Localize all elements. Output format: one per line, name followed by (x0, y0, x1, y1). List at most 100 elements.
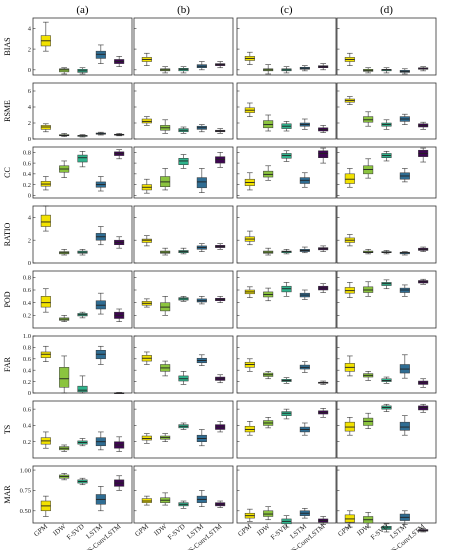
box-idw (160, 66, 171, 74)
y-tick-label: 4 (28, 26, 32, 33)
panel-frame (236, 82, 337, 140)
box-body (344, 173, 355, 184)
box-gpm (244, 51, 255, 65)
box-body (40, 296, 51, 308)
box-body (141, 238, 152, 243)
column-title-1: (a) (76, 4, 89, 16)
y-tick-label: 0.6 (23, 356, 32, 363)
box-lstm (399, 415, 410, 436)
box-lstm (299, 172, 310, 188)
box-f-svd (381, 250, 392, 255)
box-f-svd (281, 408, 292, 420)
y-tick-label: 0 (28, 136, 31, 143)
box-fs-convlstm (215, 374, 226, 384)
y-tick-label: 0.8 (23, 275, 31, 282)
box-idw (263, 64, 274, 75)
box-idw (263, 416, 274, 429)
panel-frame (32, 270, 133, 329)
box-fs-convlstm (114, 436, 125, 452)
box-f-svd (77, 150, 88, 168)
box-fs-convlstm (114, 149, 125, 160)
panel-ratio-1: 0 2 4 (28, 205, 133, 267)
panel-frame (133, 146, 234, 199)
row-label-mar: MAR (3, 485, 12, 504)
panel-frame (32, 82, 133, 140)
box-f-svd (281, 282, 292, 297)
box-gpm (141, 351, 152, 365)
box-body (95, 50, 106, 59)
panel-pod-3 (236, 270, 337, 329)
box-f-svd (281, 150, 292, 162)
box-idw (263, 506, 274, 521)
y-tick-label: 2 (28, 120, 31, 127)
box-gpm (40, 176, 51, 191)
panel-bias-3 (236, 17, 337, 76)
row-label-rsme: RSME (3, 100, 12, 122)
box-gpm (40, 123, 51, 133)
box-idw (59, 249, 70, 256)
box-fs-convlstm (418, 147, 429, 163)
box-lstm (196, 243, 207, 252)
box-gpm (141, 52, 152, 66)
box-fs-convlstm (114, 133, 125, 137)
box-lstm (95, 176, 106, 192)
box-lstm (95, 431, 106, 451)
y-tick-label: 0.4 (23, 367, 32, 374)
box-body (59, 367, 70, 388)
box-f-svd (381, 67, 392, 74)
panel-ts-1: 0.2 0.4 0.6 (23, 400, 133, 459)
box-f-svd (381, 119, 392, 130)
y-tick-label: 0 (28, 260, 31, 267)
box-idw (59, 160, 70, 178)
panel-frame (336, 335, 437, 394)
box-f-svd (77, 438, 88, 447)
box-lstm (196, 490, 207, 508)
box-fs-convlstm (418, 378, 429, 388)
box-f-svd (77, 375, 88, 394)
row-label-cc: CC (3, 167, 12, 178)
box-lstm (399, 68, 410, 75)
box-gpm (40, 21, 51, 52)
box-lstm (196, 296, 207, 305)
box-gpm (244, 421, 255, 436)
box-idw (59, 67, 70, 75)
box-gpm (344, 52, 355, 66)
box-fs-convlstm (114, 236, 125, 249)
box-body (77, 385, 88, 393)
box-fs-convlstm (318, 63, 329, 71)
y-tick-label: 4 (28, 104, 32, 111)
box-body (215, 156, 226, 164)
panel-frame (336, 465, 437, 524)
panel-frame (32, 17, 133, 76)
box-lstm (399, 510, 410, 525)
panel-cc-3 (236, 146, 337, 199)
panel-rsme-4 (336, 82, 437, 140)
box-gpm (344, 234, 355, 247)
panel-mar-2 (133, 465, 234, 524)
box-lstm (95, 486, 106, 512)
box-gpm (141, 116, 152, 126)
box-fs-convlstm (215, 243, 226, 250)
box-gpm (344, 168, 355, 188)
box-gpm (141, 178, 152, 194)
box-gpm (40, 345, 51, 362)
panel-frame (336, 400, 437, 459)
y-tick-label: 0.8 (23, 345, 31, 352)
box-idw (263, 287, 274, 302)
box-lstm (399, 251, 410, 256)
panel-cc-4 (336, 146, 437, 199)
column-title-2: (b) (177, 4, 190, 16)
row-label-bias: BIAS (3, 37, 12, 55)
box-lstm (299, 246, 310, 254)
box-lstm (95, 131, 106, 136)
box-idw (363, 249, 374, 255)
box-lstm (399, 354, 410, 379)
panel-bias-2 (133, 17, 234, 76)
box-lstm (399, 113, 410, 125)
box-fs-convlstm (215, 421, 226, 433)
panel-ts-2 (133, 400, 234, 459)
box-fs-convlstm (318, 516, 329, 525)
panel-rsme-3 (236, 82, 337, 140)
box-idw (263, 247, 274, 256)
